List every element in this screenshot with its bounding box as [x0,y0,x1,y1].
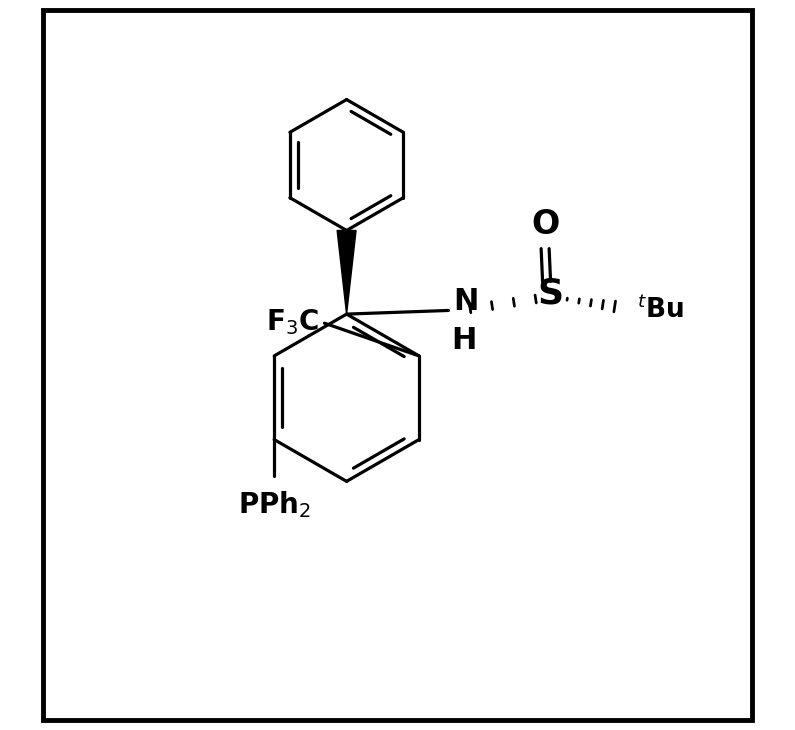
Text: PPh$_2$: PPh$_2$ [238,489,311,520]
Text: O: O [531,208,559,241]
Text: $^t$Bu: $^t$Bu [638,296,684,323]
Text: N: N [453,287,479,316]
Polygon shape [337,231,356,314]
Text: H: H [452,326,477,356]
Text: S: S [537,277,564,311]
Text: F$_3$C: F$_3$C [266,307,319,337]
